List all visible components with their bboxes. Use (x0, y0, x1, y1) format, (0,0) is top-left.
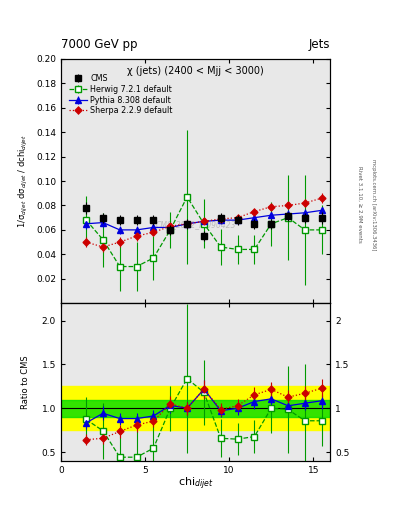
Y-axis label: 1/σ$_{dijet}$ dσ$_{dijet}$ / dchi$_{dijet}$: 1/σ$_{dijet}$ dσ$_{dijet}$ / dchi$_{dije… (17, 134, 30, 228)
Text: Jets: Jets (309, 38, 330, 51)
Text: mcplots.cern.ch [arXiv:1306.3436]: mcplots.cern.ch [arXiv:1306.3436] (371, 159, 376, 250)
X-axis label: chi$_{dijet}$: chi$_{dijet}$ (178, 476, 213, 493)
Y-axis label: Ratio to CMS: Ratio to CMS (21, 355, 30, 409)
Text: χ (jets) (2400 < Mjj < 3000): χ (jets) (2400 < Mjj < 3000) (127, 66, 264, 76)
Text: CMS_2012_I1090423: CMS_2012_I1090423 (155, 221, 236, 229)
Legend: CMS, Herwig 7.2.1 default, Pythia 8.308 default, Sherpa 2.2.9 default: CMS, Herwig 7.2.1 default, Pythia 8.308 … (68, 73, 174, 117)
Text: Rivet 3.1.10, ≥ 2.9M events: Rivet 3.1.10, ≥ 2.9M events (358, 166, 363, 243)
Text: 7000 GeV pp: 7000 GeV pp (61, 38, 138, 51)
